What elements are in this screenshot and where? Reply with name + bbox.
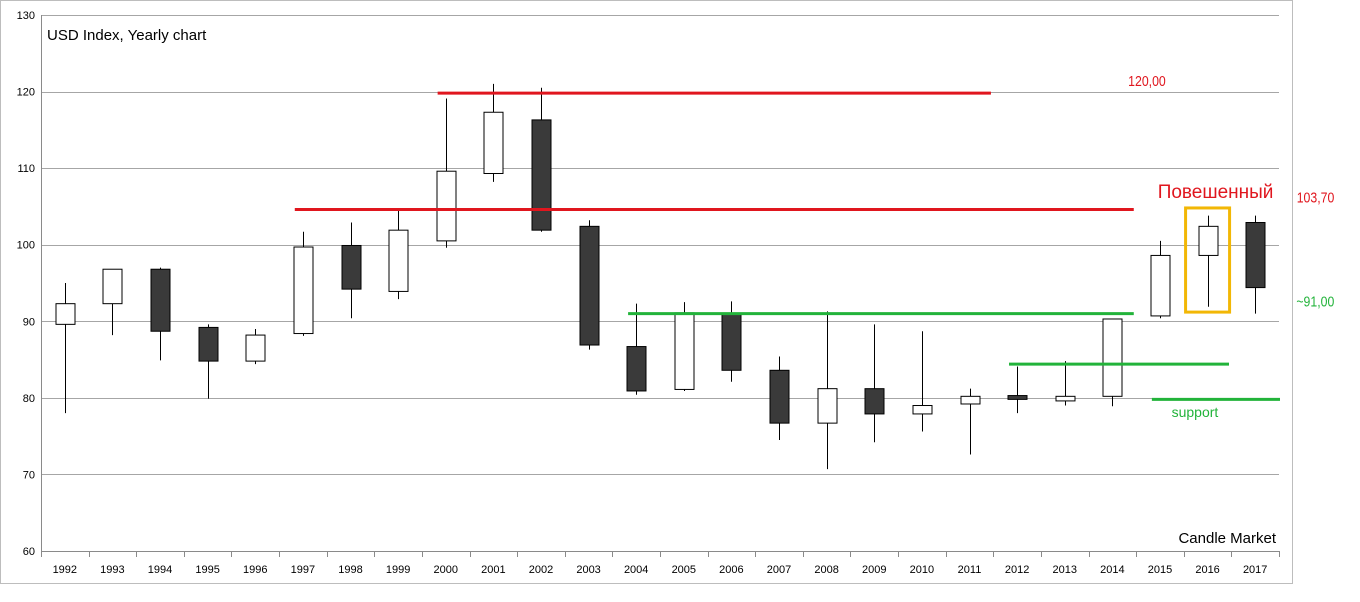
candle-body-2000 — [436, 170, 457, 242]
candle-1992 — [55, 283, 76, 414]
x-tick-label-1998: 1998 — [338, 564, 362, 576]
candle-body-1992 — [55, 303, 76, 325]
candle-2015 — [1150, 240, 1171, 319]
candle-2014 — [1102, 318, 1123, 407]
y-tick-label-100: 100 — [17, 240, 35, 252]
x-tick-label-2007: 2007 — [767, 564, 791, 576]
y-tick-label-120: 120 — [17, 87, 35, 99]
candle-body-2005 — [674, 312, 695, 390]
candle-body-1996 — [245, 334, 266, 362]
x-tick-label-1996: 1996 — [243, 564, 267, 576]
candle-2007 — [769, 356, 790, 440]
chart-frame — [0, 0, 1293, 584]
x-tick-label-1992: 1992 — [53, 564, 77, 576]
candle-1997 — [293, 231, 314, 336]
candle-body-2006 — [721, 313, 742, 371]
candle-body-2007 — [769, 369, 790, 424]
candle-2008 — [817, 311, 838, 470]
candle-2013 — [1055, 361, 1076, 406]
y-tick-label-80: 80 — [23, 393, 35, 405]
candle-2004 — [626, 303, 647, 395]
x-tick-label-2017: 2017 — [1243, 564, 1267, 576]
candle-1994 — [150, 267, 171, 361]
chart-watermark: Candle Market — [1178, 530, 1276, 547]
candle-2010 — [912, 331, 933, 432]
candle-body-2008 — [817, 388, 838, 424]
x-tick-label-1995: 1995 — [195, 564, 219, 576]
x-tick-label-2000: 2000 — [433, 564, 457, 576]
chart-title: USD Index, Yearly chart — [47, 27, 207, 44]
level-label-2: ~91,00 — [1296, 294, 1334, 310]
level-label-0: 120,00 — [1128, 73, 1166, 89]
x-tick-label-2013: 2013 — [1052, 564, 1076, 576]
highlight-box-2016 — [1184, 206, 1232, 314]
y-tick-label-130: 130 — [17, 10, 35, 22]
y-tick-label-110: 110 — [17, 163, 35, 175]
candle-body-1998 — [341, 244, 362, 290]
x-tick-label-2002: 2002 — [529, 564, 553, 576]
x-tick-label-2015: 2015 — [1148, 564, 1172, 576]
candle-body-1997 — [293, 246, 314, 335]
candle-body-2009 — [864, 388, 885, 415]
annotation-1: Повешенный — [1158, 182, 1274, 203]
x-tick-label-2009: 2009 — [862, 564, 886, 576]
x-tick-label-1993: 1993 — [100, 564, 124, 576]
x-tick-label-2006: 2006 — [719, 564, 743, 576]
annotation-0: support — [1172, 404, 1219, 420]
candle-body-1999 — [388, 229, 409, 292]
candle-body-2013 — [1055, 395, 1076, 402]
candle-1996 — [245, 328, 266, 365]
y-tick-label-60: 60 — [23, 546, 35, 558]
x-tick-label-2010: 2010 — [910, 564, 934, 576]
candle-body-2004 — [626, 346, 647, 392]
candle-body-1995 — [198, 326, 219, 362]
x-tick-label-2014: 2014 — [1100, 564, 1124, 576]
level-label-1: 103,70 — [1297, 189, 1335, 205]
candle-2012 — [1007, 366, 1028, 414]
x-tick-label-2003: 2003 — [576, 564, 600, 576]
candle-1999 — [388, 207, 409, 300]
x-tick-label-1999: 1999 — [386, 564, 410, 576]
candle-body-2002 — [531, 119, 552, 231]
x-tick-label-1994: 1994 — [148, 564, 172, 576]
y-tick-label-90: 90 — [23, 316, 35, 328]
candle-1995 — [198, 324, 219, 399]
x-tick-label-1997: 1997 — [291, 564, 315, 576]
candle-body-1994 — [150, 268, 171, 332]
candle-2001 — [483, 83, 504, 182]
candle-2011 — [960, 388, 981, 455]
x-tick-label-2016: 2016 — [1195, 564, 1219, 576]
candle-1993 — [102, 268, 123, 336]
candle-body-2012 — [1007, 395, 1028, 400]
candle-2003 — [579, 220, 600, 350]
x-tick-label-2011: 2011 — [958, 564, 982, 576]
candle-body-2010 — [912, 405, 933, 415]
x-tick-label-2012: 2012 — [1005, 564, 1029, 576]
candle-2000 — [436, 98, 457, 248]
candle-body-2015 — [1150, 254, 1171, 317]
x-tick-label-2005: 2005 — [672, 564, 696, 576]
candle-body-1993 — [102, 268, 123, 305]
candle-2016 — [1198, 215, 1219, 307]
candle-body-2016 — [1198, 225, 1219, 256]
candle-2009 — [864, 324, 885, 443]
candle-body-2014 — [1102, 318, 1123, 397]
candle-2017 — [1245, 215, 1266, 314]
candle-body-2001 — [483, 111, 504, 175]
y-tick-label-70: 70 — [23, 469, 35, 481]
x-tick-label-2004: 2004 — [624, 564, 648, 576]
candle-body-2011 — [960, 395, 981, 405]
candle-1998 — [341, 222, 362, 319]
x-tick-label-2008: 2008 — [814, 564, 838, 576]
x-tick-label-2001: 2001 — [481, 564, 505, 576]
candle-body-2003 — [579, 225, 600, 346]
candle-2002 — [531, 87, 552, 232]
candle-2005 — [674, 302, 695, 391]
candle-body-2017 — [1245, 222, 1266, 289]
